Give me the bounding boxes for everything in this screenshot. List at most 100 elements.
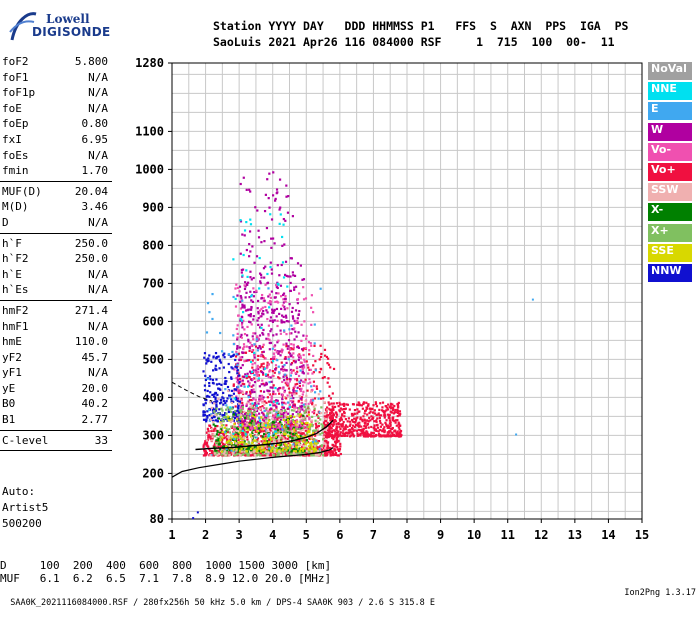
echo-point [327,407,330,410]
echo-point [280,295,283,298]
echo-point [314,369,317,372]
echo-point [295,444,298,447]
echo-point [276,359,279,362]
echo-point [370,425,373,429]
echo-point [219,331,222,335]
echo-point [396,408,399,412]
echo-point [225,445,228,448]
echo-point [238,431,241,434]
echo-point [229,439,232,442]
echo-point [346,420,349,423]
echo-point [258,309,262,312]
echo-point [233,397,236,400]
echo-point [308,368,311,372]
echo-point [346,432,349,435]
echo-point [253,407,257,410]
echo-point [348,430,351,433]
echo-point [287,442,290,445]
echo-point [241,444,244,447]
echo-point [276,283,279,287]
echo-point [242,319,245,322]
echo-point [280,361,283,364]
echo-point [328,394,331,397]
echo-point [301,349,305,352]
echo-point [243,429,246,432]
echo-point [235,352,238,356]
echo-point [307,454,310,457]
echo-point [217,433,220,436]
echo-point [291,315,294,318]
echo-point [289,281,292,285]
echo-point [274,284,278,287]
echo-point [262,362,265,365]
echo-point [256,374,259,377]
echo-point [323,376,326,379]
echo-point [334,444,337,447]
echo-point [339,431,342,434]
echo-point [228,408,231,411]
echo-point [270,272,274,275]
echo-point [268,448,271,451]
echo-point [259,280,262,283]
echo-point [306,363,309,367]
echo-point [268,172,271,175]
echo-point [243,234,246,237]
echo-point [286,448,289,451]
echo-point [223,356,226,359]
echo-point [253,290,256,294]
echo-point [287,358,290,361]
echo-point [221,436,224,439]
echo-point [267,416,270,419]
echo-point [240,333,243,336]
echo-point [324,451,327,454]
echo-point [240,447,243,450]
echo-point [377,412,380,415]
echo-point [232,411,235,414]
echo-point [246,422,249,425]
echo-point [252,427,255,430]
echo-point [268,389,271,393]
echo-point [281,304,284,307]
echo-point [286,415,289,419]
echo-point [244,424,247,428]
echo-point [237,432,240,435]
echo-point [277,441,280,444]
echo-point [233,412,237,415]
echo-point [239,429,242,432]
echo-point [242,347,245,351]
echo-point [378,414,382,417]
echo-point [246,275,249,278]
param-row: B0 40.2 [0,396,112,412]
echo-point [268,348,271,351]
echo-point [220,429,224,432]
echo-point [249,426,253,430]
echo-point [293,405,296,408]
echo-point [340,416,343,419]
echo-point [284,452,288,455]
echo-point [234,417,237,420]
echo-point [250,424,253,427]
echo-point [243,332,247,336]
echo-point [282,416,285,419]
echo-point [272,444,275,447]
echo-point [383,426,386,429]
echo-point [244,373,247,376]
echo-point [315,424,318,427]
echo-point [257,312,260,315]
echo-point [294,450,297,453]
echo-point [235,327,238,331]
echo-point [234,433,237,436]
echo-point [296,321,299,324]
echo-point [202,445,205,449]
echo-point [323,401,326,404]
echo-point [291,448,294,451]
echo-point [390,431,393,434]
echo-point [313,450,316,453]
echo-point [356,424,359,427]
echo-point [202,418,206,421]
echo-point [237,407,240,410]
echo-point [215,357,218,360]
echo-point [282,453,285,457]
echo-point [307,407,310,410]
echo-point [296,379,299,382]
